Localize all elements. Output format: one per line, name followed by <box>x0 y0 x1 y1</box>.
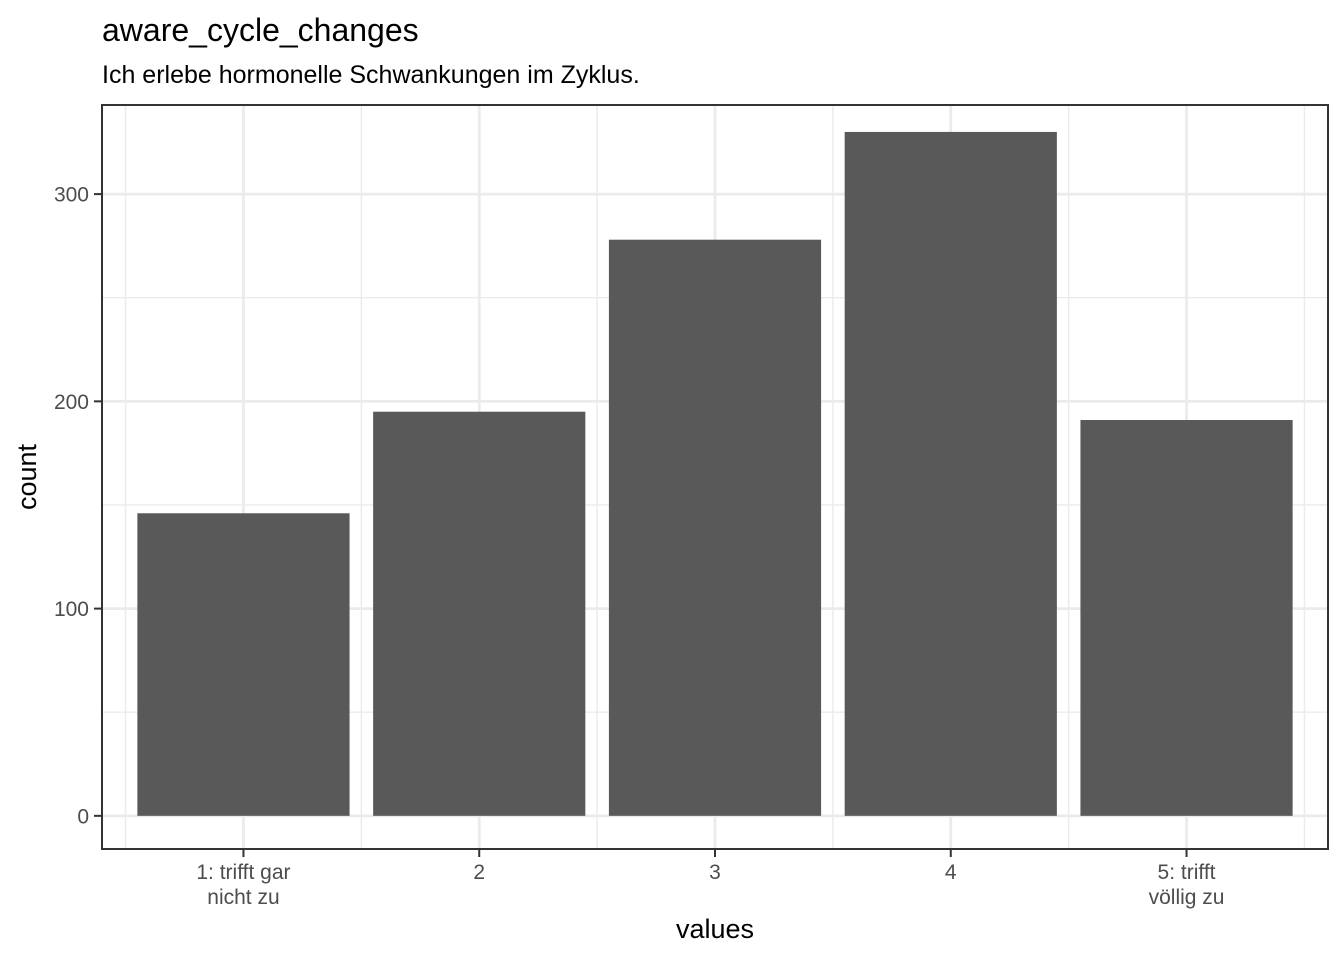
x-tick-label: 3 <box>709 861 721 884</box>
bar-3 <box>608 239 822 816</box>
y-tick-label: 100 <box>54 598 89 621</box>
y-tick-label: 200 <box>54 391 89 414</box>
bar-1 <box>137 513 350 816</box>
x-axis: 1: trifft gar nicht zu 2 3 4 5: trifft völlig … <box>196 849 1224 909</box>
x-tick-label: 1: trifft gar nicht zu <box>196 861 290 909</box>
bar-5 <box>1080 420 1293 816</box>
x-tick-label: 2 <box>473 861 485 884</box>
x-tick-label: 5: trifft völlig zu <box>1149 861 1225 909</box>
y-tick-label: 0 <box>77 805 89 828</box>
y-axis: 0 100 200 300 <box>54 184 102 828</box>
bars <box>137 131 1293 816</box>
chart-title: aware_cycle_changes <box>102 12 419 48</box>
y-axis-title: count <box>12 443 42 510</box>
y-tick-label: 300 <box>54 184 89 207</box>
x-tick-label: 4 <box>945 861 957 884</box>
x-axis-title: values <box>676 914 754 944</box>
bar-4 <box>844 131 1057 816</box>
bar-2 <box>373 411 586 816</box>
chart-subtitle: Ich erlebe hormonelle Schwankungen im Zy… <box>102 61 640 89</box>
